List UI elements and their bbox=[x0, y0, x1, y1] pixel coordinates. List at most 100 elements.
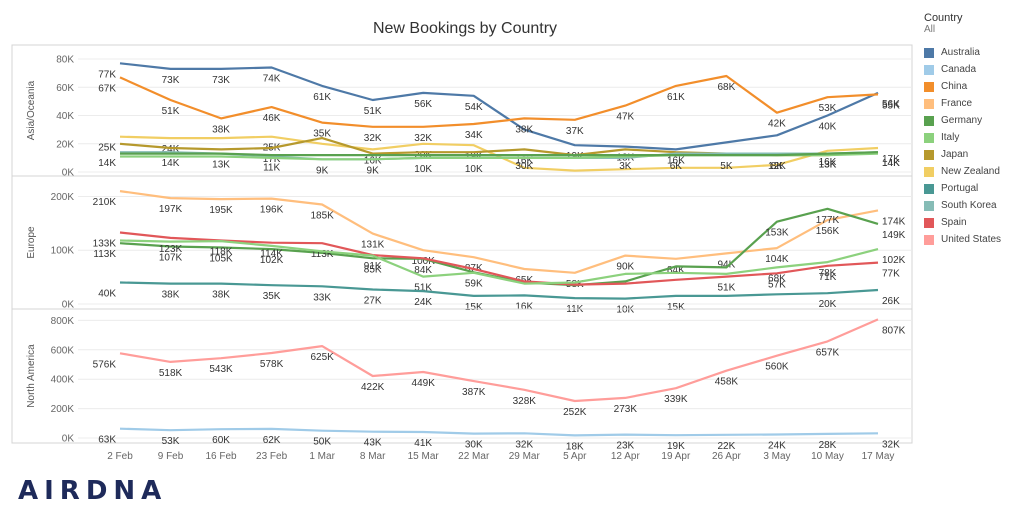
legend-item-australia[interactable]: Australia bbox=[924, 44, 1020, 61]
panel-label: Asia/Oceania bbox=[26, 80, 37, 140]
data-label: 9K bbox=[316, 165, 329, 176]
data-label: 15K bbox=[465, 302, 483, 313]
data-label: 8K bbox=[771, 161, 784, 172]
panel-label: Europe bbox=[26, 226, 37, 259]
airdna-logo: AIRDNA bbox=[18, 476, 168, 506]
legend-item-portugal[interactable]: Portugal bbox=[924, 180, 1020, 197]
series-line-australia bbox=[119, 62, 879, 151]
data-label: 59K bbox=[465, 278, 483, 289]
data-label: 74K bbox=[263, 74, 281, 85]
data-label: 22K bbox=[718, 441, 736, 452]
legend-item-italy[interactable]: Italy bbox=[924, 129, 1020, 146]
series-line-united-states bbox=[119, 318, 879, 403]
data-label: 113K bbox=[93, 249, 116, 260]
data-label: 14K bbox=[882, 158, 900, 169]
data-label: 114K bbox=[260, 249, 283, 260]
chart-title: New Bookings by Country bbox=[373, 20, 557, 37]
data-label: 13K bbox=[212, 160, 230, 171]
legend-label: Australia bbox=[941, 47, 980, 58]
data-label: 422K bbox=[361, 382, 385, 393]
data-label: 273K bbox=[614, 404, 638, 415]
legend-item-spain[interactable]: Spain bbox=[924, 214, 1020, 231]
legend-swatch bbox=[924, 149, 934, 160]
data-label: 24K bbox=[414, 297, 432, 308]
x-tick-label: 5 Apr bbox=[563, 451, 587, 462]
x-tick-label: 8 Mar bbox=[360, 451, 386, 462]
data-label: 62K bbox=[263, 435, 281, 446]
legend-items: Australia Canada China France Germany Italy Ja… bbox=[924, 44, 1020, 248]
data-label: 54K bbox=[465, 102, 483, 113]
data-label: 177K bbox=[816, 215, 840, 226]
data-label: 73K bbox=[212, 75, 230, 86]
data-label: 16K bbox=[667, 155, 685, 166]
x-tick-label: 19 Apr bbox=[661, 451, 691, 462]
legend-item-france[interactable]: France bbox=[924, 95, 1020, 112]
data-label: 252K bbox=[563, 407, 587, 418]
legend-item-united-states[interactable]: United States bbox=[924, 231, 1020, 248]
data-label: 210K bbox=[93, 197, 117, 208]
data-label: 38K bbox=[212, 290, 230, 301]
series-line-germany bbox=[120, 151, 879, 157]
legend-title: Country bbox=[924, 12, 963, 24]
data-label: 107K bbox=[159, 252, 183, 263]
y-tick-label: 0K bbox=[62, 300, 75, 311]
legend-item-south-korea[interactable]: South Korea bbox=[924, 197, 1020, 214]
data-label: 35K bbox=[313, 129, 331, 140]
data-label: 90K bbox=[616, 262, 634, 273]
data-label: 123K bbox=[159, 244, 183, 255]
legend-swatch bbox=[924, 47, 934, 58]
data-label: 16K bbox=[515, 155, 533, 166]
legend-item-new-zealand[interactable]: New Zealand bbox=[924, 163, 1020, 180]
data-label: 6K bbox=[670, 161, 683, 172]
data-label: 51K bbox=[414, 283, 432, 294]
data-label: 84K bbox=[414, 265, 432, 276]
data-label: 40K bbox=[98, 288, 116, 299]
data-label: 14K bbox=[882, 158, 900, 169]
legend-label: Germany bbox=[941, 115, 983, 126]
data-label: 17K bbox=[263, 154, 281, 165]
legend-label: Japan bbox=[941, 149, 969, 160]
data-label: 85K bbox=[364, 264, 382, 275]
data-label: 15K bbox=[667, 302, 685, 313]
data-label: 50K bbox=[313, 437, 331, 448]
legend-label: New Zealand bbox=[941, 166, 1000, 177]
data-label: 73K bbox=[162, 75, 180, 86]
legend-item-china[interactable]: China bbox=[924, 78, 1020, 95]
data-label: 23K bbox=[616, 441, 634, 452]
series-line-italy bbox=[119, 239, 879, 285]
data-label: 387K bbox=[462, 387, 486, 398]
data-label: 56K bbox=[414, 99, 432, 110]
legend-item-canada[interactable]: Canada bbox=[924, 61, 1020, 78]
data-label: 42K bbox=[768, 119, 786, 130]
y-tick-label: 0K bbox=[62, 168, 75, 179]
data-label: 543K bbox=[209, 364, 233, 375]
data-label: 10K bbox=[414, 164, 432, 175]
data-label: 578K bbox=[260, 359, 284, 370]
data-label: 449K bbox=[412, 378, 436, 389]
legend-label: Spain bbox=[941, 217, 967, 228]
data-label: 51K bbox=[162, 106, 180, 117]
data-label: 113K bbox=[311, 249, 334, 260]
data-label: 807K bbox=[882, 325, 906, 336]
data-label: 46K bbox=[263, 113, 281, 124]
data-label: 43K bbox=[364, 438, 382, 449]
data-label: 576K bbox=[93, 359, 117, 370]
data-label: 41K bbox=[414, 438, 432, 449]
data-label: 51K bbox=[364, 106, 382, 117]
data-label: 68K bbox=[718, 82, 736, 93]
legend-swatch bbox=[924, 98, 934, 109]
y-tick-label: 600K bbox=[51, 345, 75, 356]
legend-item-japan[interactable]: Japan bbox=[924, 146, 1020, 163]
data-label: 16K bbox=[364, 155, 382, 166]
legend-filter-value[interactable]: All bbox=[924, 24, 936, 35]
data-label: 24K bbox=[162, 144, 180, 155]
legend-label: Canada bbox=[941, 64, 977, 75]
data-label: 458K bbox=[715, 377, 739, 388]
data-label: 13K bbox=[819, 160, 837, 171]
legend-swatch bbox=[924, 64, 934, 75]
data-label: 84K bbox=[667, 265, 685, 276]
x-tick-label: 3 May bbox=[763, 451, 790, 462]
data-label: 5K bbox=[720, 161, 733, 172]
legend-item-germany[interactable]: Germany bbox=[924, 112, 1020, 129]
